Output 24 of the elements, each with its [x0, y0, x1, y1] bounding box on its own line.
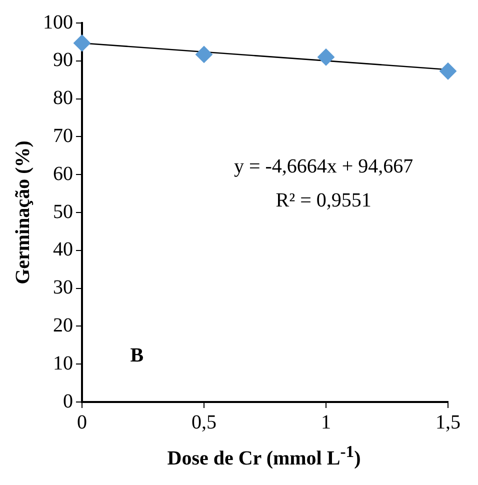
- x-tick-label: 1,5: [436, 411, 460, 434]
- point: [196, 46, 212, 63]
- y-tick-label: 20: [53, 314, 73, 336]
- point: [74, 34, 90, 52]
- y-tick-label: 90: [53, 49, 73, 72]
- x-tick-label: 0: [77, 411, 87, 434]
- point: [318, 48, 334, 66]
- y-tick-label: 100: [43, 11, 73, 34]
- y-tick-label: 70: [53, 124, 73, 147]
- annotation: y = -4,6664x + 94,667: [234, 155, 414, 178]
- y-tick-label: 10: [53, 352, 73, 374]
- x-tick-label: 0,5: [192, 411, 216, 434]
- y-tick-label: 50: [53, 200, 73, 223]
- annotation: B: [130, 344, 144, 367]
- point: [440, 62, 456, 80]
- x-axis-title: Dose de Cr (mmol L$^{-1}$): [166, 442, 362, 471]
- y-tick-label: 80: [53, 87, 73, 110]
- x-tick-label: 1: [321, 411, 331, 434]
- y-tick-label: 0: [63, 390, 73, 412]
- y-axis-title: Germinação (%): [12, 140, 34, 284]
- annotation: R² = 0,9551: [276, 189, 372, 212]
- y-tick-label: 30: [53, 276, 73, 299]
- y-tick-label: 60: [53, 162, 73, 185]
- y-tick-label: 40: [53, 238, 73, 261]
